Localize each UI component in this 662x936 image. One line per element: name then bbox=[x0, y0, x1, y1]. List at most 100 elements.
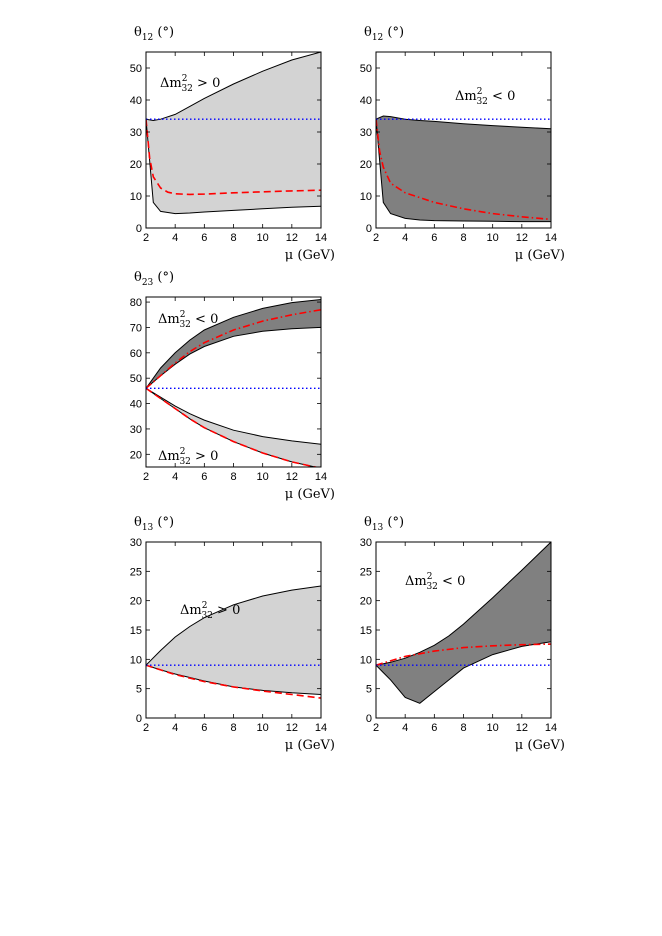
y-axis-label: θ13 (°) bbox=[134, 515, 174, 533]
y-tick-label: 20 bbox=[360, 596, 372, 608]
band-lower-edge-0 bbox=[146, 119, 321, 215]
plot-area bbox=[146, 52, 321, 215]
x-axis-label: μ (GeV) bbox=[285, 487, 335, 502]
x-tick-label: 12 bbox=[516, 232, 528, 244]
y-tick-label: 0 bbox=[136, 713, 142, 725]
annotation-subscript: 32 bbox=[426, 582, 437, 592]
y-axis-subscript: 12 bbox=[372, 33, 383, 43]
x-tick-label: 8 bbox=[230, 471, 236, 483]
band-upper-edge-1 bbox=[146, 387, 321, 445]
y-tick-label: 10 bbox=[130, 191, 142, 203]
annotation-label: Δm2 32 < 0 bbox=[158, 310, 218, 330]
annotation-symbol: Δm bbox=[405, 574, 427, 589]
y-tick-label: 30 bbox=[130, 537, 142, 549]
panel-theta23: 2 4 6 8 10 12 14 20 30 40 50 60 70 80 θ23 (°) μ (GeV) Δm… bbox=[130, 270, 335, 502]
band-fill-1 bbox=[146, 388, 321, 467]
x-axis-unit: (GeV) bbox=[293, 487, 335, 502]
x-tick-label: 6 bbox=[201, 232, 207, 244]
y-tick-label: 50 bbox=[360, 63, 372, 75]
x-axis-label: μ (GeV) bbox=[515, 738, 565, 753]
x-tick-label: 6 bbox=[201, 722, 207, 734]
y-tick-label: 15 bbox=[360, 625, 372, 637]
series-dashed-line-1 bbox=[146, 387, 319, 467]
x-tick-label: 6 bbox=[431, 232, 437, 244]
annotation-symbol: Δm bbox=[455, 89, 477, 104]
y-axis-subscript: 13 bbox=[142, 523, 154, 533]
band-upper-edge-0 bbox=[146, 299, 321, 389]
x-tick-label: 2 bbox=[143, 232, 149, 244]
band-upper-edge-0 bbox=[376, 542, 551, 666]
band-fill-0 bbox=[146, 586, 321, 695]
y-tick-label: 80 bbox=[130, 297, 142, 309]
x-tick-label: 10 bbox=[487, 232, 499, 244]
x-tick-label: 12 bbox=[286, 722, 298, 734]
y-axis-unit: (°) bbox=[383, 25, 404, 40]
y-tick-label: 0 bbox=[136, 223, 142, 235]
y-tick-label: 25 bbox=[130, 566, 142, 578]
y-axis-symbol: θ bbox=[364, 25, 372, 40]
annotation-subscript: 32 bbox=[181, 84, 192, 94]
y-tick-label: 30 bbox=[360, 537, 372, 549]
x-tick-label: 8 bbox=[230, 232, 236, 244]
x-tick-label: 14 bbox=[315, 471, 327, 483]
y-tick-label: 70 bbox=[130, 322, 142, 334]
x-tick-label: 14 bbox=[315, 232, 327, 244]
annotation-symbol: Δm bbox=[158, 449, 180, 464]
annotation-label: Δm2 32 > 0 bbox=[180, 601, 240, 621]
x-axis-label: μ (GeV) bbox=[285, 738, 335, 753]
x-tick-label: 2 bbox=[373, 722, 379, 734]
annotation-symbol: Δm bbox=[180, 603, 202, 618]
y-tick-label: 40 bbox=[130, 95, 142, 107]
y-tick-label: 60 bbox=[130, 348, 142, 360]
band-fill-0 bbox=[376, 542, 551, 704]
y-tick-label: 30 bbox=[130, 424, 142, 436]
annotation-superscript: 2 bbox=[180, 310, 186, 320]
y-tick-label: 25 bbox=[360, 566, 372, 578]
annotation-relation: < 0 bbox=[488, 89, 515, 104]
annotation-relation: < 0 bbox=[438, 574, 465, 589]
x-tick-label: 8 bbox=[460, 232, 466, 244]
x-tick-label: 4 bbox=[172, 722, 178, 734]
annotation-subscript: 32 bbox=[201, 611, 212, 621]
annotation-label: Δm2 32 > 0 bbox=[160, 74, 220, 94]
x-axis-symbol: μ bbox=[515, 738, 523, 753]
y-tick-label: 40 bbox=[360, 95, 372, 107]
annotation-superscript: 2 bbox=[180, 447, 186, 457]
x-tick-label: 10 bbox=[257, 232, 269, 244]
x-tick-label: 10 bbox=[257, 471, 269, 483]
annotation-relation: > 0 bbox=[193, 76, 220, 91]
y-tick-label: 5 bbox=[366, 684, 372, 696]
y-tick-label: 20 bbox=[130, 449, 142, 461]
y-tick-label: 10 bbox=[360, 654, 372, 666]
y-axis-unit: (°) bbox=[153, 270, 174, 285]
annotation-superscript: 2 bbox=[427, 572, 433, 582]
x-axis-symbol: μ bbox=[285, 248, 293, 263]
x-axis-unit: (GeV) bbox=[293, 738, 335, 753]
x-tick-label: 14 bbox=[545, 232, 557, 244]
y-axis-subscript: 12 bbox=[142, 33, 153, 43]
band-upper-edge-0 bbox=[146, 52, 321, 122]
y-axis-unit: (°) bbox=[383, 515, 404, 530]
y-tick-label: 10 bbox=[130, 654, 142, 666]
annotation-subscript: 32 bbox=[179, 320, 190, 330]
y-axis-unit: (°) bbox=[153, 515, 174, 530]
band-upper-edge-0 bbox=[376, 115, 551, 130]
annotation-subscript: 32 bbox=[476, 97, 487, 107]
y-tick-label: 5 bbox=[136, 684, 142, 696]
plot-area bbox=[146, 299, 321, 467]
series-dashdot-line-0 bbox=[376, 643, 551, 666]
y-axis-label: θ12 (°) bbox=[134, 25, 174, 43]
annotation-superscript: 2 bbox=[202, 601, 208, 611]
y-axis-label: θ12 (°) bbox=[364, 25, 404, 43]
x-tick-label: 14 bbox=[315, 722, 327, 734]
y-axis-unit: (°) bbox=[153, 25, 174, 40]
annotation-symbol: Δm bbox=[158, 312, 180, 327]
y-tick-label: 50 bbox=[130, 63, 142, 75]
x-tick-label: 2 bbox=[143, 471, 149, 483]
x-tick-label: 4 bbox=[402, 232, 408, 244]
y-tick-label: 30 bbox=[130, 127, 142, 139]
x-tick-label: 12 bbox=[286, 232, 298, 244]
